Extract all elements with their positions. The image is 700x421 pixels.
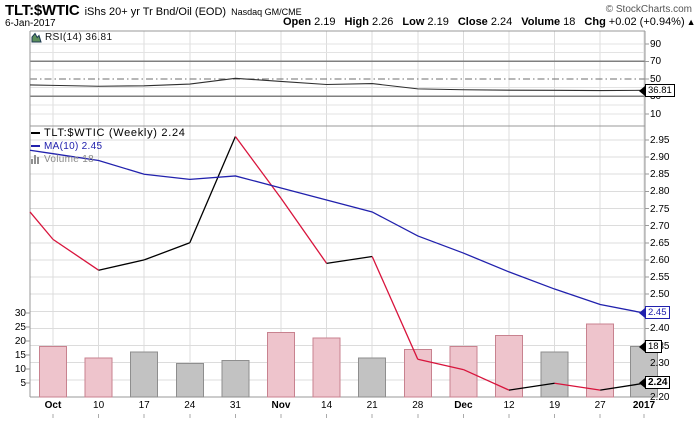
close-value-box: 2.24 xyxy=(639,376,671,389)
price-line-segment xyxy=(371,256,419,360)
quote-change: Chg +0.02 (+0.94%) ▲ xyxy=(584,16,696,28)
volume-bar xyxy=(267,332,295,398)
volume-bar xyxy=(39,346,67,398)
ticker-description: iShs 20+ yr Tr Bnd/Oil (EOD) xyxy=(84,6,227,18)
legend-ma-label: MA(10) 2.45 xyxy=(44,140,103,152)
legend-price-label: TLT:$WTIC (Weekly) 2.24 xyxy=(44,127,186,139)
value-box-arrow-icon xyxy=(639,307,645,318)
quote-high: High 2.26 xyxy=(344,16,394,28)
price-line-swatch-icon xyxy=(31,132,40,134)
volume-bar xyxy=(130,351,159,398)
rsi-line xyxy=(29,77,645,92)
volume-bar xyxy=(312,337,341,398)
price-line-segment xyxy=(508,382,555,391)
price-line-segment xyxy=(29,211,54,240)
volume-bars-icon xyxy=(31,154,40,164)
quote-low: Low 2.19 xyxy=(402,16,449,28)
volume-bar xyxy=(221,360,250,398)
price-line-segment xyxy=(98,259,145,271)
price-line-segment xyxy=(189,136,236,244)
quote-open: Open 2.19 xyxy=(283,16,336,28)
ma-value-box: 2.45 xyxy=(639,306,670,319)
price-line-segment xyxy=(417,358,464,371)
price-line-segment xyxy=(280,197,328,264)
rsi-value-box: 36.81 xyxy=(639,84,675,97)
change-up-arrow-icon: ▲ xyxy=(686,17,696,27)
volume-bar xyxy=(495,334,523,398)
price-line-segment xyxy=(52,238,99,271)
legend-ma-row: MA(10) 2.45 xyxy=(31,140,186,152)
legend-volume-label: Volume 18 xyxy=(44,153,94,165)
volume-bar xyxy=(449,346,478,398)
value-box-arrow-icon xyxy=(639,341,645,352)
quote-volume: Volume 18 xyxy=(521,16,576,28)
volume-bar xyxy=(586,323,615,398)
volume-bar xyxy=(84,357,113,398)
main-chart-legend: TLT:$WTIC (Weekly) 2.24 MA(10) 2.45 Volu… xyxy=(31,127,186,166)
header-title-row: TLT:$WTIC iShs 20+ yr Tr Bnd/Oil (EOD) N… xyxy=(5,2,302,19)
volume-value-box: 18 xyxy=(639,340,662,353)
price-line-segment xyxy=(463,368,510,391)
ticker-symbol: TLT:$WTIC xyxy=(5,2,80,19)
volume-bar xyxy=(403,348,432,398)
value-box-arrow-icon xyxy=(639,85,645,96)
price-line-segment xyxy=(326,255,373,264)
rsi-legend-label: RSI(14) 36.81 xyxy=(45,32,113,43)
price-line-segment xyxy=(234,136,282,199)
value-box-arrow-icon xyxy=(639,377,645,388)
date-label: 6-Jan-2017 xyxy=(5,18,56,29)
exchange-label: Nasdaq GM/CME xyxy=(231,7,302,17)
volume-bar xyxy=(630,346,658,398)
copyright-label: © StockCharts.com xyxy=(605,4,692,15)
ma-line-swatch-icon xyxy=(31,145,40,147)
legend-price-row: TLT:$WTIC (Weekly) 2.24 xyxy=(31,127,186,139)
legend-volume-row: Volume 18 xyxy=(31,153,186,165)
volume-bar xyxy=(540,351,569,398)
volume-bar xyxy=(175,362,204,398)
quote-bar: Open 2.19 High 2.26 Low 2.19 Close 2.24 Volu… xyxy=(283,16,700,28)
price-line-segment xyxy=(554,382,601,391)
rsi-area-icon xyxy=(31,32,42,43)
quote-close: Close 2.24 xyxy=(457,16,513,28)
rsi-legend: RSI(14) 36.81 xyxy=(31,32,112,43)
price-line-segment xyxy=(143,242,191,261)
price-line-segment xyxy=(600,382,645,391)
ma-line xyxy=(29,149,645,314)
volume-bar xyxy=(358,357,387,398)
